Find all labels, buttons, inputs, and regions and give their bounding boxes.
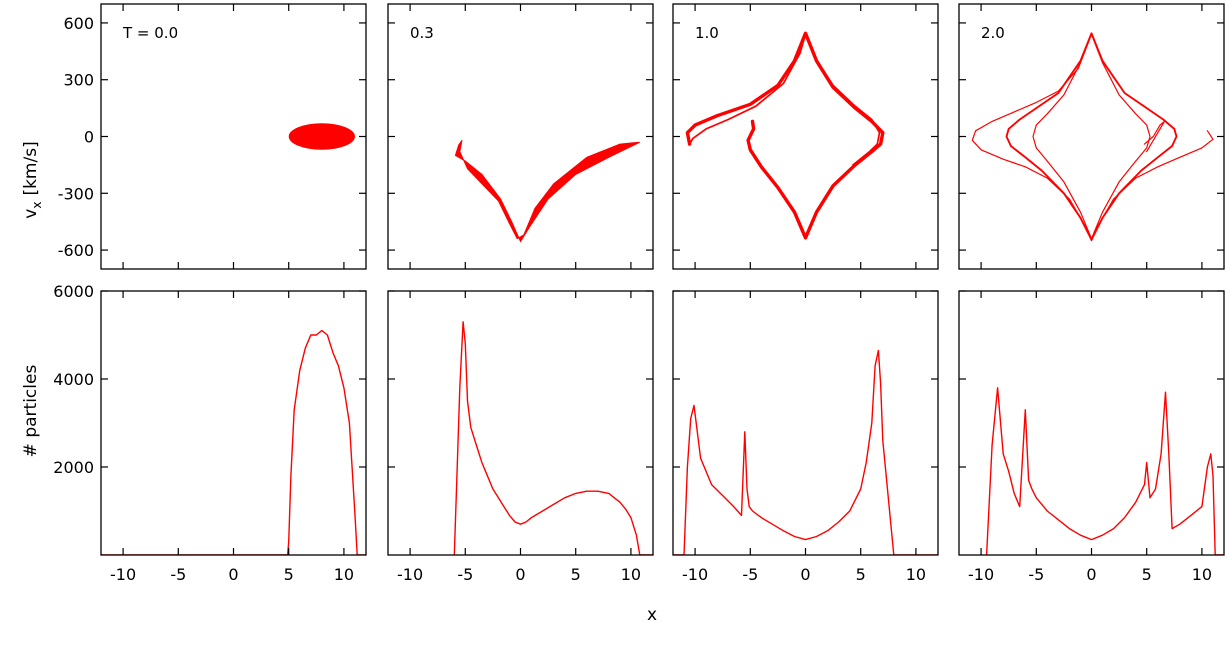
plot-frame bbox=[958, 3, 1225, 270]
top-ylabel: vx[km/s] bbox=[21, 141, 44, 218]
x-axis-label: x bbox=[647, 605, 657, 625]
phase-space-blob bbox=[288, 123, 355, 150]
x-tick-label: -10 bbox=[682, 565, 708, 584]
x-tick-label: 0 bbox=[800, 565, 810, 584]
plot-frame bbox=[100, 290, 367, 556]
phase-space-stream-4 bbox=[1143, 120, 1165, 153]
plot-area bbox=[985, 387, 1224, 555]
phase-space-stream-2 bbox=[1032, 33, 1151, 240]
plot-frame bbox=[958, 290, 1225, 556]
plot-area bbox=[971, 32, 1214, 242]
plot-area bbox=[673, 349, 938, 555]
phase-space-stream-3 bbox=[971, 32, 1214, 242]
plot-frame bbox=[672, 290, 939, 556]
panel-time-label: 2.0 bbox=[981, 24, 1005, 42]
phase-space-stream-2 bbox=[688, 33, 881, 166]
phase-space-stream-1 bbox=[1005, 32, 1178, 241]
panel-phase-space-3: 1.0 bbox=[672, 3, 939, 270]
x-tick-label: -10 bbox=[110, 565, 136, 584]
panel-phase-space-1: -600 -300 0 300 600 T = 0.0 bbox=[58, 3, 367, 270]
x-tick-label: 10 bbox=[906, 565, 926, 584]
x-tick-label: -10 bbox=[968, 565, 994, 584]
histogram-line bbox=[673, 349, 938, 555]
y-tick-label: 300 bbox=[63, 71, 94, 90]
x-tick-label: 5 bbox=[1142, 565, 1152, 584]
y-tick-label: 6000 bbox=[53, 282, 94, 301]
y-tick-label: 0 bbox=[84, 128, 94, 147]
x-tick-label: -5 bbox=[1028, 565, 1044, 584]
histogram-line bbox=[985, 387, 1224, 555]
x-tick-label: 0 bbox=[228, 565, 238, 584]
x-tick-label: 5 bbox=[571, 565, 581, 584]
y-tick-label: -600 bbox=[58, 241, 94, 260]
panel-histogram-4: -10 -5 0 5 10 bbox=[958, 290, 1225, 584]
y-tick-label: 2000 bbox=[53, 458, 94, 477]
x-tick-label: -5 bbox=[170, 565, 186, 584]
x-tick-label: 5 bbox=[856, 565, 866, 584]
panel-phase-space-4: 2.0 bbox=[958, 3, 1225, 270]
panel-grid: -600 -300 0 300 600 T = 0.0 0.3 1.0 2.0 -10 -5 0 5 10… bbox=[53, 3, 1225, 584]
plot-area bbox=[288, 123, 355, 150]
histogram-line bbox=[101, 329, 366, 555]
y-tick-label: 600 bbox=[63, 14, 94, 33]
x-tick-label: -5 bbox=[742, 565, 758, 584]
plot-frame bbox=[672, 3, 939, 270]
bottom-ylabel: # particles bbox=[21, 365, 41, 458]
x-tick-label: -5 bbox=[457, 565, 473, 584]
x-tick-label: 10 bbox=[621, 565, 641, 584]
plot-area bbox=[685, 31, 885, 240]
x-tick-label: 10 bbox=[334, 565, 354, 584]
plot-area bbox=[454, 140, 641, 243]
panel-time-label: T = 0.0 bbox=[122, 24, 178, 42]
phase-space-stream-1 bbox=[685, 31, 885, 240]
panel-phase-space-2: 0.3 bbox=[387, 3, 654, 270]
panel-histogram-1: -10 -5 0 5 10 2000 4000 6000 bbox=[53, 282, 367, 584]
phase-space-filament bbox=[454, 140, 641, 243]
panel-time-label: 0.3 bbox=[410, 24, 434, 42]
plot-area bbox=[453, 321, 653, 555]
x-tick-label: 10 bbox=[1192, 565, 1212, 584]
x-tick-label: -10 bbox=[397, 565, 423, 584]
panel-time-label: 1.0 bbox=[695, 24, 719, 42]
x-tick-label: 5 bbox=[284, 565, 294, 584]
x-tick-label: 0 bbox=[515, 565, 525, 584]
panel-histogram-3: -10 -5 0 5 10 bbox=[672, 290, 939, 584]
panel-histogram-2: -10 -5 0 5 10 bbox=[387, 290, 654, 584]
plot-area bbox=[101, 329, 366, 555]
histogram-line bbox=[453, 321, 653, 555]
plot-frame bbox=[387, 3, 654, 270]
y-tick-label: 4000 bbox=[53, 370, 94, 389]
x-tick-label: 0 bbox=[1086, 565, 1096, 584]
y-tick-label: -300 bbox=[58, 184, 94, 203]
plot-frame bbox=[387, 290, 654, 556]
